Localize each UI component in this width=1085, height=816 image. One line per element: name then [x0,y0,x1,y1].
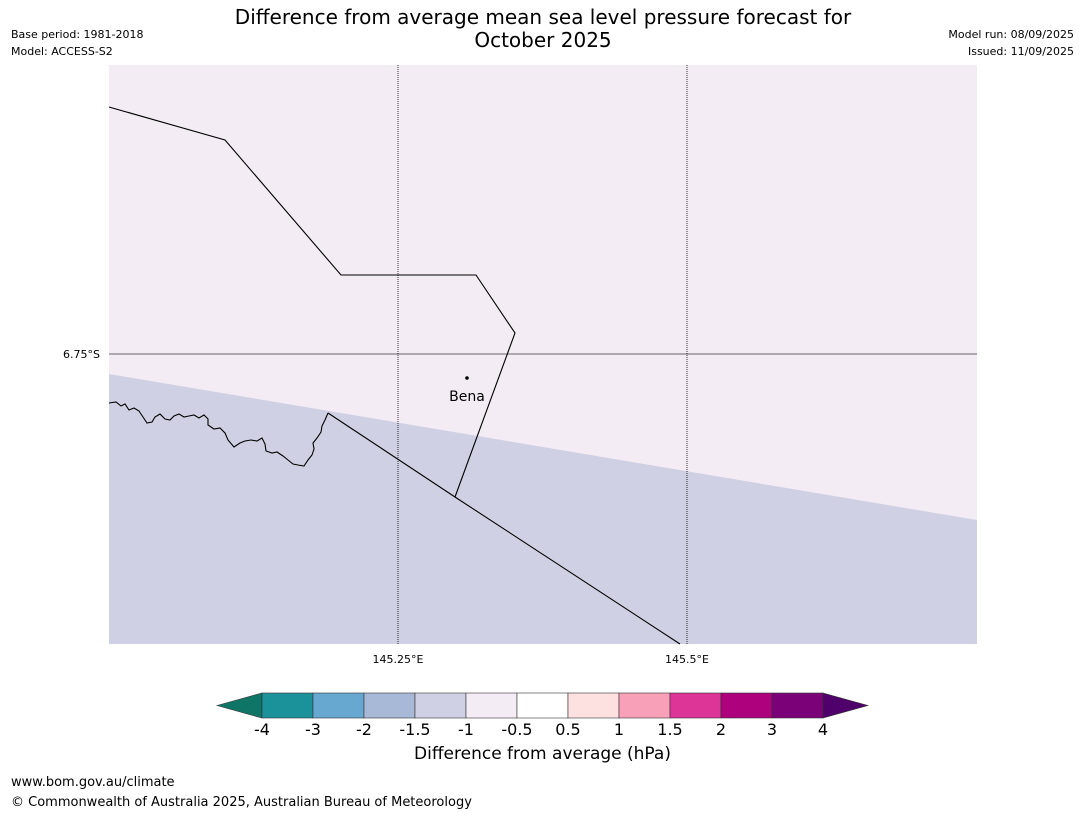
longitude-label: 145.5°E [665,653,709,666]
colorbar-segment [618,692,671,719]
colorbar-segment [771,692,824,719]
river-line [108,401,329,467]
colorbar-segment [465,692,518,719]
colorbar-tick-label: -1.5 [399,720,430,739]
colorbar-tick-label: -1 [458,720,474,739]
website-link[interactable]: www.bom.gov.au/climate [11,775,175,790]
colorbar-tick-label: 1 [614,720,624,739]
page-title: Difference from average mean sea level p… [200,6,886,52]
longitude-label: 145.25°E [373,653,424,666]
colorbar-tick-label: 3 [767,720,777,739]
colorbar-segment [516,692,569,719]
colorbar-tick-label: 0.5 [555,720,580,739]
colorbar-title: Difference from average (hPa) [414,744,671,764]
colorbar-extend-low [215,692,263,719]
colorbar-segment [567,692,620,719]
colorbar-tick-label: 2 [716,720,726,739]
colorbar-segment [261,692,314,719]
province-boundary [327,412,681,645]
meta-left: Base period: 1981-2018 Model: ACCESS-S2 [11,26,143,60]
latitude-label: 6.75°S [63,348,100,361]
map-panel: Bena 6.75°S 145.25°E 145.5°E [63,65,977,666]
issued-date: Issued: 11/09/2025 [967,45,1074,58]
colorbar-extend-high [822,692,870,719]
base-period: Base period: 1981-2018 [11,28,144,41]
province-boundary [108,106,516,498]
colorbar-segment [363,692,416,719]
meta-right: Model run: 08/09/2025 Issued: 11/09/2025 [948,26,1074,60]
lower-region [109,374,977,644]
colorbar-tick-label: -3 [305,720,321,739]
colorbar-tick-label: -0.5 [501,720,532,739]
colorbar-tick-label: -2 [356,720,372,739]
colorbar-segment [312,692,365,719]
place-marker [465,376,469,380]
model-name: Model: ACCESS-S2 [11,45,113,58]
title-line-2: October 2025 [474,28,612,52]
title-line-1: Difference from average mean sea level p… [234,5,852,29]
colorbar-segment [414,692,467,719]
copyright-text: © Commonwealth of Australia 2025, Austra… [11,795,472,810]
colorbar-tick-label: 4 [818,720,828,739]
model-run: Model run: 08/09/2025 [948,28,1074,41]
colorbar-segment [720,692,773,719]
colorbar-tick-label: -4 [254,720,270,739]
colorbar-segment [669,692,722,719]
place-label-bena: Bena [449,389,485,405]
colorbar: -4 -3 -2 -1.5 -1 -0.5 0.5 1 1.5 2 3 4 [215,692,870,739]
colorbar-tick-label: 1.5 [657,720,682,739]
